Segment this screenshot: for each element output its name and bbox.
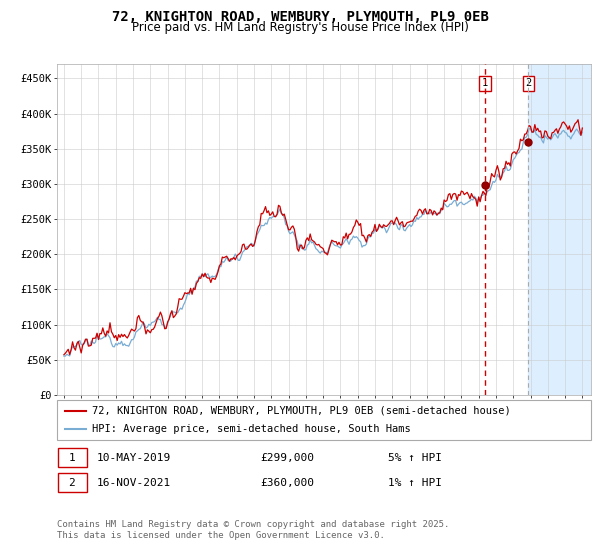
Text: 2: 2 xyxy=(68,478,76,488)
Text: 72, KNIGHTON ROAD, WEMBURY, PLYMOUTH, PL9 0EB: 72, KNIGHTON ROAD, WEMBURY, PLYMOUTH, PL… xyxy=(112,10,488,24)
Text: 16-NOV-2021: 16-NOV-2021 xyxy=(97,478,172,488)
Bar xyxy=(58,448,87,467)
Text: £299,000: £299,000 xyxy=(260,452,314,463)
Text: 1: 1 xyxy=(68,452,76,463)
Text: Contains HM Land Registry data © Crown copyright and database right 2025.
This d: Contains HM Land Registry data © Crown c… xyxy=(57,520,449,540)
Text: 5% ↑ HPI: 5% ↑ HPI xyxy=(388,452,442,463)
Text: 1% ↑ HPI: 1% ↑ HPI xyxy=(388,478,442,488)
Text: £360,000: £360,000 xyxy=(260,478,314,488)
Text: Price paid vs. HM Land Registry's House Price Index (HPI): Price paid vs. HM Land Registry's House … xyxy=(131,21,469,34)
Bar xyxy=(58,473,87,492)
Bar xyxy=(529,64,591,395)
Text: 10-MAY-2019: 10-MAY-2019 xyxy=(97,452,172,463)
Text: 2: 2 xyxy=(526,78,532,88)
Text: 72, KNIGHTON ROAD, WEMBURY, PLYMOUTH, PL9 0EB (semi-detached house): 72, KNIGHTON ROAD, WEMBURY, PLYMOUTH, PL… xyxy=(92,406,511,416)
Text: 1: 1 xyxy=(482,78,488,88)
Text: HPI: Average price, semi-detached house, South Hams: HPI: Average price, semi-detached house,… xyxy=(92,424,410,434)
